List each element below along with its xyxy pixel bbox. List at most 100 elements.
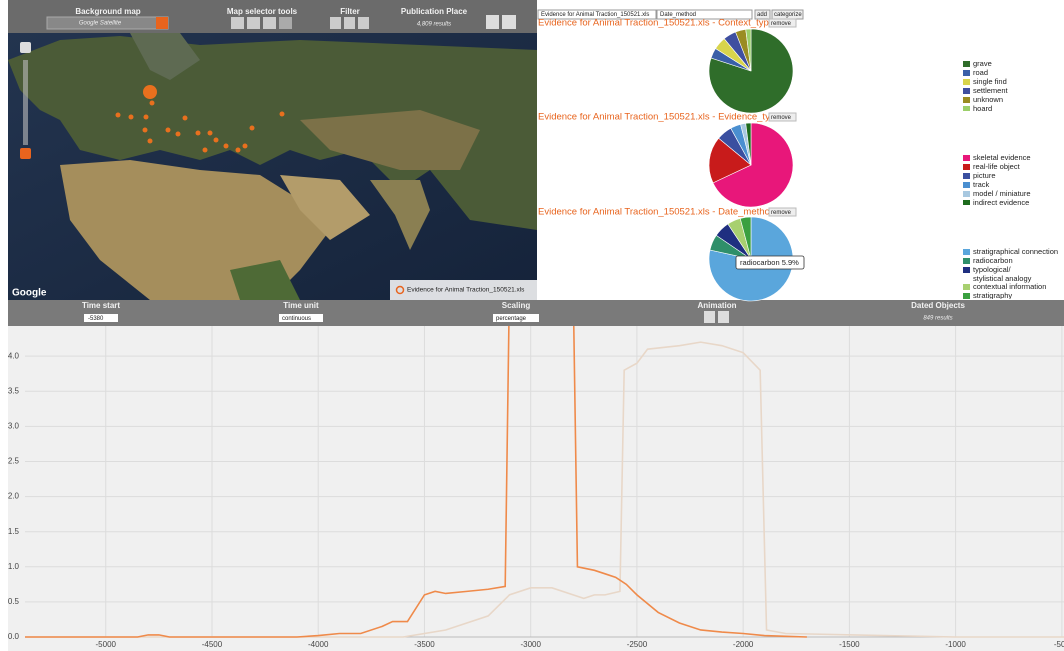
legend-swatch	[963, 267, 970, 273]
select[interactable]	[279, 314, 323, 322]
select-arrow[interactable]	[156, 17, 168, 29]
results: 849 results	[923, 316, 952, 322]
legend-label: stratigraphy	[973, 291, 1012, 300]
select-value: percentage	[496, 316, 527, 322]
map-marker[interactable]	[149, 100, 155, 106]
map-marker[interactable]	[115, 112, 121, 118]
filter-button[interactable]	[344, 17, 355, 29]
legend-swatch	[963, 249, 970, 255]
select-value: Evidence for Animal Traction_150521.xls	[541, 12, 649, 18]
tool-button[interactable]	[247, 17, 260, 29]
pie-slice	[739, 216, 752, 260]
filter-button[interactable]	[358, 17, 369, 29]
legend-swatch	[963, 164, 970, 170]
y-tick-label: 2.0	[8, 492, 20, 501]
x-tick-label: -4500	[202, 640, 223, 649]
tool-button[interactable]	[231, 17, 244, 29]
map-marker[interactable]	[165, 127, 171, 133]
filter-button[interactable]	[330, 17, 341, 29]
map-marker[interactable]	[147, 138, 153, 144]
map-legend	[390, 280, 537, 300]
x-tick-label: -1500	[839, 640, 860, 649]
select-value: -5380	[88, 316, 104, 322]
pause-button[interactable]	[718, 311, 729, 323]
select[interactable]	[84, 314, 118, 322]
tooltip-text: radiocarbon 5.9%	[740, 258, 799, 267]
x-tick-label: -4000	[308, 640, 329, 649]
legend-label: real-life object	[973, 162, 1021, 171]
map-marker[interactable]	[223, 143, 229, 149]
map-marker[interactable]	[195, 130, 201, 136]
map-marker[interactable]	[143, 85, 157, 99]
map-marker[interactable]	[279, 111, 285, 117]
button-label: remove	[771, 115, 792, 121]
zoom-button[interactable]	[20, 42, 31, 53]
header-label: Time unit	[283, 301, 319, 310]
x-tick-label: -2500	[627, 640, 648, 649]
y-tick-label: 4.0	[8, 351, 20, 360]
remove-button[interactable]	[768, 207, 797, 217]
resize-button[interactable]	[502, 15, 516, 29]
reset-button[interactable]	[20, 148, 31, 159]
legend-swatch	[963, 97, 970, 103]
header-label: Time start	[82, 301, 120, 310]
legend-swatch	[963, 182, 970, 188]
select[interactable]	[656, 9, 753, 20]
pie-slice	[712, 122, 794, 208]
legend-label: typological/stylistical analogy	[973, 265, 1032, 283]
map-marker[interactable]	[128, 114, 134, 120]
land	[130, 33, 200, 80]
chart-title: Evidence for Animal Traction_150521.xls …	[538, 207, 775, 218]
timeline-header	[8, 300, 1064, 326]
legend-label: grave	[973, 59, 992, 68]
button[interactable]	[754, 9, 771, 20]
remove-button[interactable]	[768, 112, 797, 122]
y-tick-label: 1.5	[8, 527, 20, 536]
legend-label: track	[973, 180, 990, 189]
legend-swatch	[963, 173, 970, 179]
select[interactable]	[537, 9, 657, 20]
land	[280, 175, 370, 240]
select-value: Google Satellite	[79, 21, 122, 27]
play-button[interactable]	[704, 311, 715, 323]
header-label: Animation	[697, 301, 736, 310]
map-marker[interactable]	[213, 137, 219, 143]
legend-label: radiocarbon	[973, 256, 1013, 265]
charts: Evidence for Animal Traction_150521.xls …	[8, 18, 1064, 649]
lock-button[interactable]	[486, 15, 499, 29]
map-marker[interactable]	[175, 131, 181, 137]
map-marker[interactable]	[143, 114, 149, 120]
legend: stratigraphical connectionradiocarbontyp…	[963, 247, 1058, 300]
map-marker[interactable]	[235, 147, 241, 153]
legend-label: skeletal evidence	[973, 153, 1031, 162]
map-marker[interactable]	[142, 127, 148, 133]
header-label: Map selector tools	[227, 7, 298, 16]
x-tick-label: -3000	[520, 640, 541, 649]
legend-marker	[395, 285, 405, 295]
pie-slice	[708, 137, 752, 184]
series-line	[25, 341, 1064, 638]
map-marker[interactable]	[249, 125, 255, 131]
legend-label: unknown	[973, 95, 1003, 104]
map-marker[interactable]	[182, 115, 188, 121]
legend-swatch	[963, 79, 970, 85]
legend-label: contextual information	[973, 282, 1046, 291]
map-marker[interactable]	[202, 147, 208, 153]
select[interactable]	[493, 314, 539, 322]
chart-background	[8, 326, 1064, 651]
land	[300, 110, 480, 170]
header-label: Publication Place	[401, 7, 468, 16]
map-marker[interactable]	[207, 130, 213, 136]
tool-button[interactable]	[279, 17, 292, 29]
tool-button[interactable]	[263, 17, 276, 29]
x-tick-label: -1000	[945, 640, 966, 649]
map-marker[interactable]	[242, 143, 248, 149]
legend-swatch	[963, 70, 970, 76]
legend-swatch	[963, 200, 970, 205]
zoom-slider[interactable]	[23, 60, 28, 145]
remove-button[interactable]	[768, 18, 797, 28]
